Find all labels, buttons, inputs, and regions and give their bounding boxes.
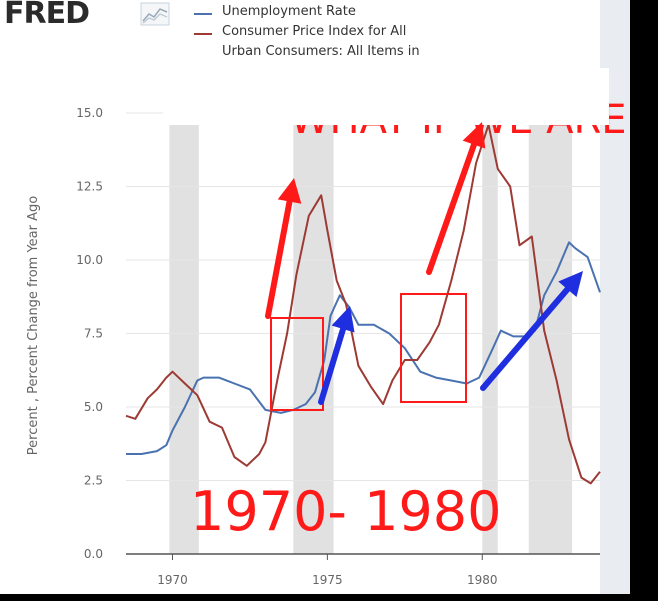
y-tick-label-1: 12.5 bbox=[76, 180, 103, 194]
y-tick-label-4: 5.0 bbox=[84, 400, 103, 414]
blue-arrow-1975-shaft bbox=[318, 325, 347, 405]
blue-arrow-1981-head bbox=[558, 271, 583, 298]
red-arrow-1979 bbox=[426, 122, 486, 275]
red-arrow-1979-shaft bbox=[426, 141, 478, 275]
y-axis-title: Percent , Percent Change from Year Ago bbox=[26, 196, 41, 455]
x-tick-label-0: 1970 bbox=[157, 573, 188, 587]
red-arrow-1973-head bbox=[277, 178, 302, 204]
blue-arrow-1975 bbox=[318, 306, 355, 405]
highlight-box-1978 bbox=[400, 293, 467, 403]
y-tick-label-3: 7.5 bbox=[84, 327, 103, 341]
y-tick-label-2: 10.0 bbox=[76, 253, 103, 267]
y-tick-label-0: 15.0 bbox=[76, 106, 103, 120]
red-arrow-1979-head bbox=[462, 122, 486, 149]
y-tick-label-5: 2.5 bbox=[84, 474, 103, 488]
highlight-box-1974 bbox=[270, 317, 324, 411]
series-line-1 bbox=[125, 123, 601, 485]
red-arrow-1973-shaft bbox=[265, 198, 293, 319]
legend-swatch-cpi bbox=[194, 33, 212, 35]
legend-label-unemployment: Unemployment Rate bbox=[222, 4, 356, 19]
red-arrow-1973 bbox=[265, 178, 302, 319]
y-tick-label-6: 0.0 bbox=[84, 547, 103, 561]
legend-label-cpi-line2: Urban Consumers: All Items in bbox=[222, 44, 420, 59]
legend-label-cpi-line1: Consumer Price Index for All bbox=[222, 24, 407, 39]
fred-logo: FRED bbox=[4, 0, 90, 31]
annotations: WHAT IF WE ARE1970- 1980 bbox=[163, 68, 627, 543]
x-tick-label-1: 1975 bbox=[312, 573, 343, 587]
blue-arrow-1981 bbox=[480, 271, 583, 391]
x-tick-label-2: 1980 bbox=[467, 573, 498, 587]
axes: 15.0 12.5 10.0 7.5 5.0 2.5 0.0 1970 1975 1980 Perc… bbox=[26, 106, 600, 587]
blue-arrow-1975-head bbox=[331, 306, 355, 333]
blue-arrow-1981-shaft bbox=[480, 286, 571, 391]
chart-logo-icon bbox=[140, 2, 170, 26]
legend-swatch-unemployment bbox=[194, 13, 212, 15]
headline-mask bbox=[163, 68, 609, 125]
period-label: 1970- 1980 bbox=[190, 480, 502, 543]
